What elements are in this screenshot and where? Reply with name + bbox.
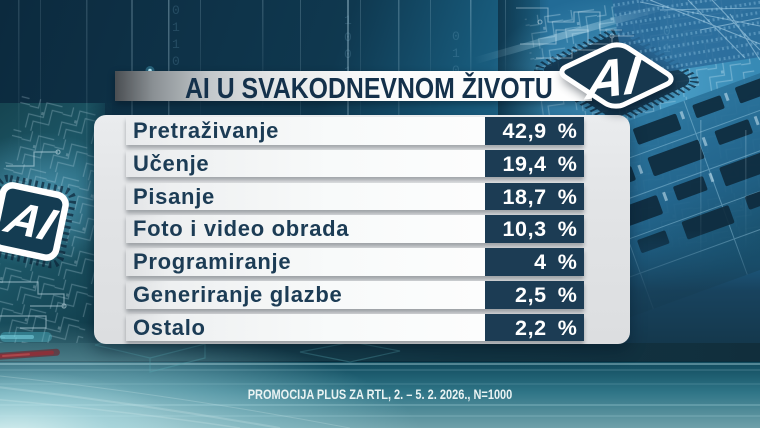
svg-text:101: 101 <box>663 7 671 56</box>
svg-text:AI: AI <box>581 45 644 112</box>
